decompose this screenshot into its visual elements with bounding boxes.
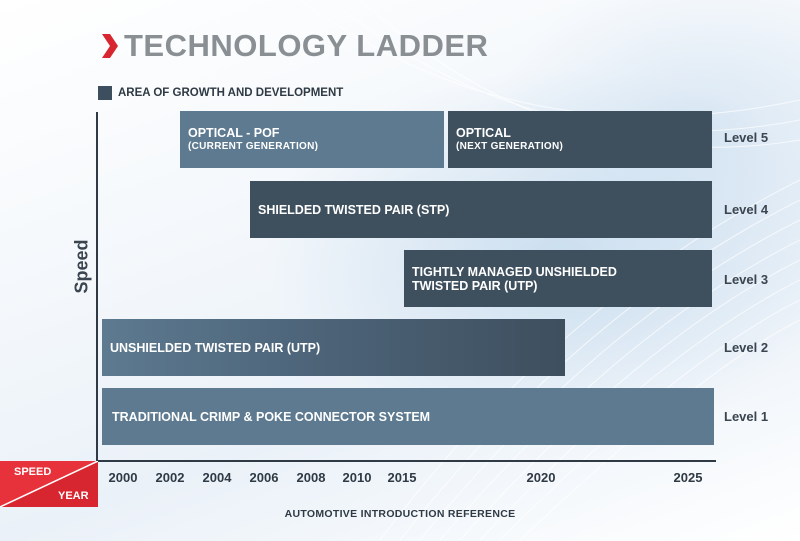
bar-tm-utp-line1: TIGHTLY MANAGED UNSHIELDED bbox=[412, 264, 617, 279]
level-4-label: Level 4 bbox=[724, 202, 769, 217]
bar-optical-next-label: OPTICAL bbox=[456, 126, 511, 140]
bar-optical-pof-sublabel: (CURRENT GENERATION) bbox=[188, 141, 319, 152]
bar-crimp-label: TRADITIONAL CRIMP & POKE CONNECTOR SYSTE… bbox=[112, 409, 431, 424]
year-tick: 2025 bbox=[673, 470, 703, 485]
x-axis-line bbox=[96, 460, 716, 462]
year-tick: 2010 bbox=[342, 470, 372, 485]
level-3-label: Level 3 bbox=[724, 272, 769, 287]
bar-optical-pof: OPTICAL - POF (CURRENT GENERATION) bbox=[180, 111, 444, 168]
speed-year-corner bbox=[0, 461, 98, 507]
chevron-right-icon bbox=[102, 34, 118, 58]
bar-utp-label: UNSHIELDED TWISTED PAIR (UTP) bbox=[110, 340, 321, 355]
bar-optical-next: OPTICAL (NEXT GENERATION) bbox=[448, 111, 712, 168]
year-tick: 2004 bbox=[202, 470, 232, 485]
title-text: TECHNOLOGY LADDER bbox=[124, 28, 489, 63]
bar-tm-utp-line2: TWISTED PAIR (UTP) bbox=[412, 278, 538, 293]
y-axis-label: Speed bbox=[71, 239, 92, 294]
bar-optical-pof-label: OPTICAL - POF bbox=[188, 126, 280, 140]
bar-tightly-managed-utp: TIGHTLY MANAGED UNSHIELDED TWISTED PAIR … bbox=[404, 250, 712, 307]
x-axis-label: AUTOMOTIVE INTRODUCTION REFERENCE bbox=[284, 508, 516, 520]
y-axis-line bbox=[96, 112, 98, 462]
bar-stp: SHIELDED TWISTED PAIR (STP) bbox=[250, 181, 712, 238]
year-tick: 2006 bbox=[249, 470, 279, 485]
year-tick: 2015 bbox=[387, 470, 417, 485]
year-tick: 2020 bbox=[526, 470, 556, 485]
level-1-label: Level 1 bbox=[724, 409, 769, 424]
year-tick: 2000 bbox=[108, 470, 138, 485]
bar-stp-label: SHIELDED TWISTED PAIR (STP) bbox=[258, 202, 450, 217]
year-tick: 2008 bbox=[296, 470, 326, 485]
corner-year-label: YEAR bbox=[58, 490, 89, 502]
legend: AREA OF GROWTH AND DEVELOPMENT bbox=[98, 86, 343, 100]
level-2-label: Level 2 bbox=[724, 340, 769, 355]
bar-utp: UNSHIELDED TWISTED PAIR (UTP) bbox=[102, 319, 565, 376]
legend-swatch bbox=[98, 86, 112, 100]
corner-speed-label: SPEED bbox=[14, 466, 52, 478]
bar-crimp-poke: TRADITIONAL CRIMP & POKE CONNECTOR SYSTE… bbox=[102, 388, 714, 445]
bar-optical-next-sublabel: (NEXT GENERATION) bbox=[456, 141, 564, 152]
year-tick: 2002 bbox=[155, 470, 185, 485]
page-title: TECHNOLOGY LADDER bbox=[100, 26, 488, 66]
level-5-label: Level 5 bbox=[724, 130, 769, 145]
legend-label: AREA OF GROWTH AND DEVELOPMENT bbox=[118, 87, 344, 99]
